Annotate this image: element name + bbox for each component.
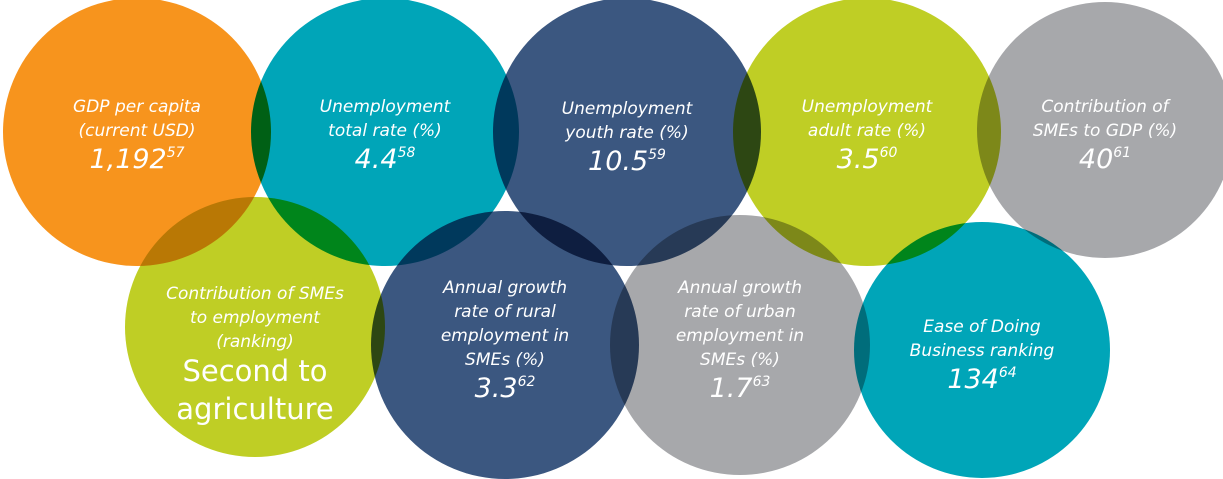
stat-circle: [733, 0, 1001, 266]
value-text: agriculture: [176, 392, 333, 426]
stat-value: 4061: [1079, 144, 1131, 175]
stat-label: Contribution of SMEs: [166, 284, 344, 304]
stat-value: agriculture: [176, 392, 333, 426]
footnote-ref: 62: [518, 374, 536, 390]
stat-label: Unemployment: [562, 99, 694, 119]
stat-value: 4.458: [355, 144, 416, 175]
footnote-ref: 60: [880, 145, 898, 161]
value-text: 1,192: [89, 144, 166, 175]
circle-layer: [3, 0, 1223, 479]
stat-circle: [371, 211, 639, 479]
footnote-ref: 63: [753, 374, 771, 390]
stat-label: Contribution of: [1041, 97, 1171, 117]
stat-label: Business ranking: [910, 341, 1055, 361]
stat-label: employment in: [441, 326, 569, 346]
stat-label: total rate (%): [328, 121, 442, 141]
footnote-ref: 64: [999, 365, 1017, 381]
stat-circle: [251, 0, 519, 266]
stat-label: Annual growth: [442, 278, 567, 298]
stat-label: rate of urban: [684, 302, 795, 322]
footnote-ref: 58: [398, 145, 416, 161]
footnote-ref: 61: [1113, 145, 1131, 161]
stat-label: youth rate (%): [564, 123, 688, 143]
value-text: 40: [1079, 144, 1113, 175]
value-text: 1.7: [710, 373, 753, 404]
stat-label: Annual growth: [677, 278, 802, 298]
stat-value: Second to: [182, 354, 327, 388]
footnote-ref: 59: [648, 147, 666, 163]
stat-label: (ranking): [216, 332, 294, 352]
value-text: Second to: [182, 354, 327, 388]
value-text: 10.5: [588, 146, 648, 177]
stat-value: 10.559: [588, 146, 666, 177]
value-text: 134: [947, 364, 999, 395]
stat-label: GDP per capita: [73, 97, 201, 117]
stat-label: SMEs (%): [700, 350, 780, 370]
stat-value: 3.362: [475, 373, 536, 404]
value-text: 3.5: [837, 144, 880, 175]
text-layer: GDP per capita (current USD) 1,19257 Unempl…: [73, 97, 1177, 426]
stat-label: employment in: [676, 326, 804, 346]
stat-value: 3.560: [837, 144, 898, 175]
stat-circle: [3, 0, 271, 266]
stat-label: Ease of Doing: [923, 317, 1041, 337]
stat-label: to employment: [190, 308, 321, 328]
value-text: 3.3: [475, 373, 518, 404]
footnote-ref: 57: [167, 145, 185, 161]
stat-label: (current USD): [79, 121, 196, 141]
stat-circle: [493, 0, 761, 266]
stat-label: SMEs to GDP (%): [1033, 121, 1177, 141]
stat-circle: [854, 222, 1110, 478]
stat-circle: [610, 215, 870, 475]
stat-value: 1,19257: [89, 144, 184, 175]
stat-label: rate of rural: [454, 302, 556, 322]
stat-label: Unemployment: [320, 97, 452, 117]
stat-circle: [977, 2, 1223, 258]
stat-value: 1.763: [710, 373, 771, 404]
stat-label: Unemployment: [802, 97, 934, 117]
stat-label: SMEs (%): [465, 350, 545, 370]
stat-label: adult rate (%): [808, 121, 926, 141]
value-text: 4.4: [355, 144, 398, 175]
stat-value: 13464: [947, 364, 1016, 395]
stat-circle: [125, 197, 385, 457]
